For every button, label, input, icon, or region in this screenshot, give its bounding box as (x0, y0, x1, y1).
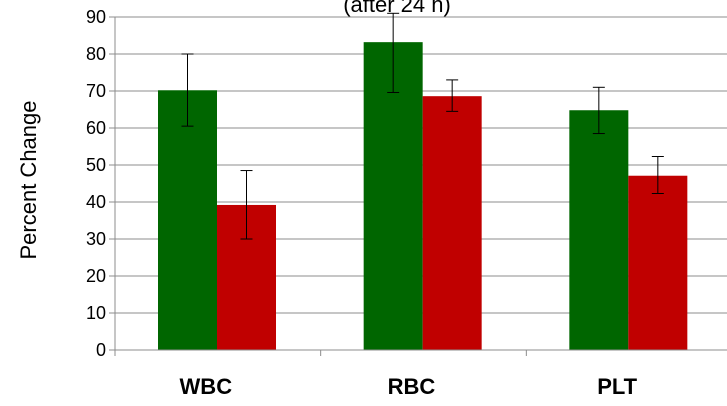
y-tick-label: 70 (86, 81, 106, 101)
y-tick-label: 30 (86, 229, 106, 249)
bar-plt-series-2 (628, 175, 688, 350)
bar-wbc-series-1 (158, 90, 217, 350)
y-axis-label: Percent Change (16, 101, 41, 260)
y-tick-label: 10 (86, 303, 106, 323)
bar-plt-series-1 (569, 110, 629, 351)
y-tick-label: 90 (86, 7, 106, 27)
y-tick-label: 40 (86, 192, 106, 212)
x-tick-label-rbc: RBC (388, 374, 436, 399)
y-tick-label: 0 (96, 340, 106, 360)
chart-title: (after 24 h) (343, 0, 451, 17)
x-tick-label-wbc: WBC (180, 374, 233, 399)
x-tick-label-plt: PLT (597, 374, 637, 399)
bar-rbc-series-2 (422, 96, 482, 351)
y-tick-label: 20 (86, 266, 106, 286)
bar-rbc-series-1 (363, 42, 423, 350)
y-tick-label: 80 (86, 44, 106, 64)
y-tick-label: 60 (86, 118, 106, 138)
y-tick-label: 50 (86, 155, 106, 175)
